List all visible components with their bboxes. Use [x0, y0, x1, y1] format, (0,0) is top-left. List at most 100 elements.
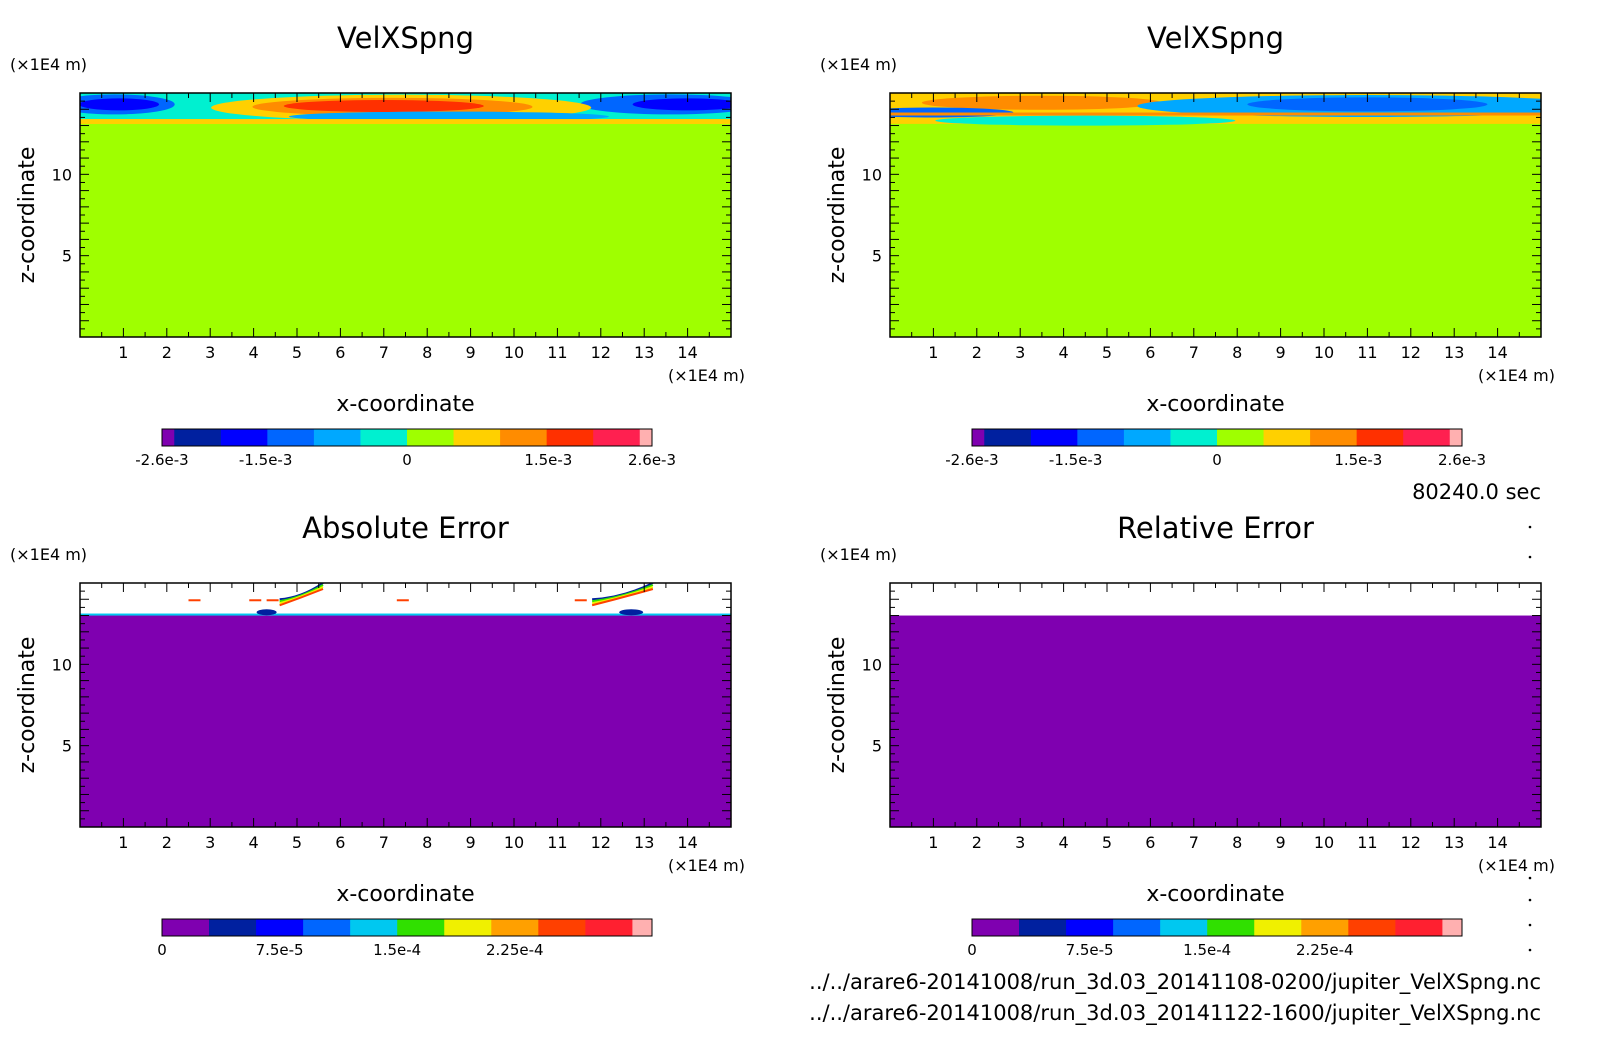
x-tick-label: 14 — [1487, 343, 1507, 362]
field-background — [890, 615, 1541, 827]
colorbar-segment — [1217, 429, 1265, 446]
colorbar-tick-label: 2.25e-4 — [486, 941, 544, 959]
x-tick-label: 13 — [1444, 343, 1464, 362]
field-blob — [935, 115, 1236, 126]
colorbar-segment — [407, 429, 455, 446]
colorbar-tick-label: -1.5e-3 — [1049, 451, 1102, 469]
colorbar-segment — [162, 429, 175, 446]
field-band — [80, 613, 731, 616]
colorbar-frame — [161, 918, 653, 937]
x-tick-label: 5 — [292, 343, 302, 362]
y-axis-label: z-coordinate — [825, 147, 850, 284]
colorbar-segment — [639, 429, 653, 446]
colorbar-segment — [1403, 429, 1451, 446]
chart-panel-2: VelXSpng(×1E4 m)1 2 3 4 5 6 7 8 9 10 11 12 13 14(×1E4… — [820, 21, 1555, 469]
x-tick-label: 3 — [1015, 833, 1025, 852]
x-tick-label: 4 — [249, 343, 259, 362]
colorbar-segment — [984, 429, 1032, 446]
field-speck — [266, 599, 279, 602]
x-tick-label: 12 — [1401, 343, 1421, 362]
colorbar-segment — [972, 429, 985, 446]
y-tick-label: 5 — [872, 737, 882, 756]
margin-dot — [1528, 898, 1532, 902]
x-tick-label: 2 — [972, 833, 982, 852]
x-tick-label: 3 — [1015, 343, 1025, 362]
x-tick-label: 4 — [1059, 833, 1069, 852]
colorbar-frame — [971, 918, 1463, 937]
y-tick-label: 10 — [52, 165, 72, 184]
field-speck — [574, 599, 587, 602]
y-axis-label: z-coordinate — [15, 637, 40, 774]
x-tick-label: 5 — [292, 833, 302, 852]
field-band — [890, 112, 1541, 116]
y-axis-unit: (×1E4 m) — [10, 545, 87, 564]
x-tick-label: 5 — [1102, 343, 1112, 362]
x-tick-label: 9 — [1276, 343, 1286, 362]
colorbar-segment — [585, 919, 633, 936]
x-tick-label: 10 — [1314, 343, 1334, 362]
y-axis-unit: (×1E4 m) — [820, 55, 897, 74]
time-label: 80240.0 sec — [1412, 480, 1541, 504]
colorbar-frame — [971, 428, 1463, 447]
colorbar-tick-label: -2.6e-3 — [945, 451, 998, 469]
colorbar-segment — [256, 919, 304, 936]
chart-panel-1: VelXSpng(×1E4 m)1 2 3 4 5 6 7 8 9 10 11 12 13 14(×1E4… — [10, 21, 745, 469]
chart-title: Relative Error — [1117, 511, 1314, 545]
y-tick-label: 5 — [62, 247, 72, 266]
x-tick-label: 11 — [1357, 343, 1377, 362]
file-path-2: ../../arare6-20141008/run_3d.03_20141122… — [809, 1001, 1541, 1026]
x-tick-label: 13 — [634, 833, 654, 852]
colorbar-tick-label: 2.25e-4 — [1296, 941, 1354, 959]
colorbar-tick-label: 2.6e-3 — [1438, 451, 1486, 469]
colorbar-segment — [209, 919, 257, 936]
field-band — [80, 119, 731, 125]
y-axis-label: z-coordinate — [15, 147, 40, 284]
x-tick-label: 10 — [504, 833, 524, 852]
x-tick-label: 6 — [1145, 833, 1155, 852]
x-tick-label: 4 — [249, 833, 259, 852]
colorbar-segment — [1395, 919, 1443, 936]
x-tick-label: 8 — [422, 833, 432, 852]
y-axis-label: z-coordinate — [825, 637, 850, 774]
field-background — [890, 93, 1541, 337]
colorbar-frame — [161, 428, 653, 447]
y-axis-unit: (×1E4 m) — [10, 55, 87, 74]
y-axis-unit: (×1E4 m) — [820, 545, 897, 564]
x-axis-label: x-coordinate — [1146, 882, 1284, 907]
margin-dot — [1528, 948, 1532, 952]
field-blob — [1247, 97, 1488, 112]
margin-dot — [1528, 876, 1532, 880]
x-axis-unit: (×1E4 m) — [668, 856, 745, 875]
colorbar-segment — [1310, 429, 1358, 446]
colorbar-tick-label: 7.5e-5 — [256, 941, 304, 959]
colorbar-tick-label: -1.5e-3 — [239, 451, 292, 469]
colorbar-segment — [632, 919, 653, 936]
x-tick-label: 13 — [1444, 833, 1464, 852]
x-axis-label: x-coordinate — [336, 882, 474, 907]
colorbar-segment — [174, 429, 222, 446]
colorbar-tick-label: 7.5e-5 — [1066, 941, 1114, 959]
x-tick-label: 2 — [162, 343, 172, 362]
heatmap-field — [80, 583, 731, 827]
field-speck — [619, 609, 644, 616]
field-speck — [188, 599, 201, 602]
colorbar-segment — [1348, 919, 1396, 936]
x-tick-label: 6 — [335, 833, 345, 852]
colorbar-segment — [162, 919, 210, 936]
y-tick-label: 10 — [862, 165, 882, 184]
x-tick-label: 9 — [1276, 833, 1286, 852]
colorbar: -2.6e-3 -1.5e-3 0 1.5e-3 2.6e-3 — [945, 428, 1486, 469]
x-tick-label: 8 — [422, 343, 432, 362]
colorbar-tick-label: 2.6e-3 — [628, 451, 676, 469]
chart-title: VelXSpng — [337, 21, 474, 55]
y-tick-label: 10 — [52, 655, 72, 674]
x-tick-label: 1 — [928, 343, 938, 362]
x-tick-label: 6 — [1145, 343, 1155, 362]
colorbar: 0 7.5e-5 1.5e-4 2.25e-4 — [967, 918, 1463, 959]
colorbar-segment — [453, 429, 501, 446]
x-tick-label: 1 — [928, 833, 938, 852]
colorbar-segment — [1113, 919, 1161, 936]
colorbar-tick-label: 0 — [402, 451, 412, 469]
colorbar-tick-label: 0 — [967, 941, 977, 959]
x-tick-label: 2 — [162, 833, 172, 852]
